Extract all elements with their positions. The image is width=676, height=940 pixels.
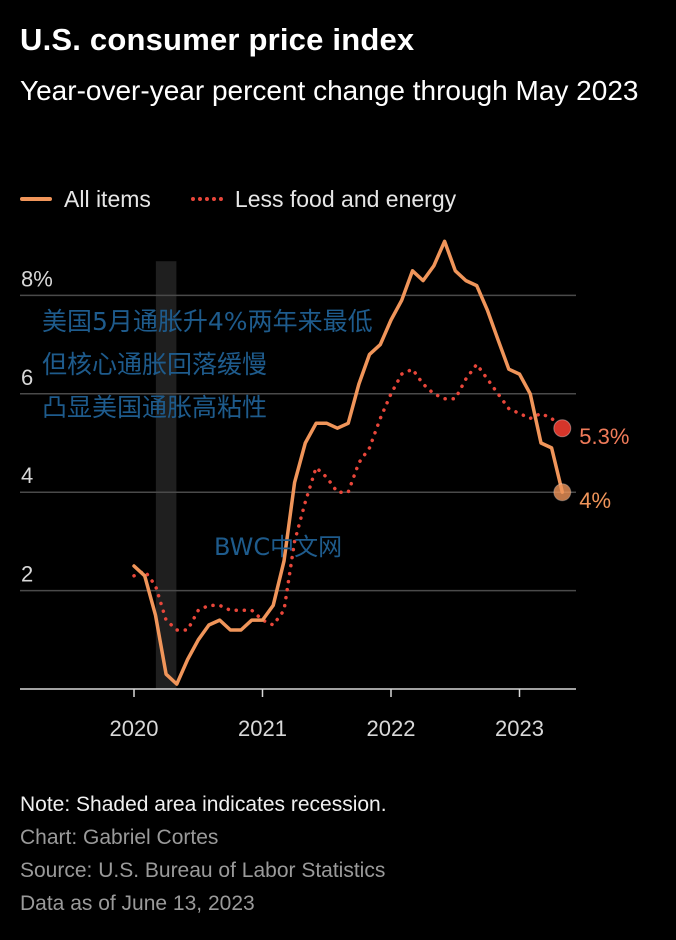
data-label-all-items: 4% <box>579 488 611 513</box>
recession-band <box>155 261 177 689</box>
chart-subtitle: Year-over-year percent change through Ma… <box>20 75 639 106</box>
watermark-brand: BWC中文网 <box>214 533 343 561</box>
series-less-food-and-energy <box>132 362 565 632</box>
series-line-all-items <box>132 239 565 686</box>
x-tick-label: 2021 <box>238 716 287 741</box>
watermark-headline: 美国5月通胀升4%两年来最低 但核心通胀回落缓慢 凸显美国通胀高粘性 <box>42 300 373 429</box>
legend-item-all-items: All items <box>20 186 151 213</box>
series-line-core <box>132 362 565 632</box>
x-tick-label: 2023 <box>495 716 544 741</box>
endpoint-marker-all-items <box>553 483 572 502</box>
x-tick-label: 2020 <box>110 716 159 741</box>
chart-title: U.S. consumer price index <box>20 22 415 57</box>
y-tick-label: 4 <box>21 463 33 488</box>
footer-source: Source: U.S. Bureau of Labor Statistics <box>20 859 386 882</box>
y-tick-label: 8% <box>21 266 53 291</box>
footer: Note: Shaded area indicates recession. C… <box>20 788 387 920</box>
watermark-line: 但核心通胀回落缓慢 <box>42 350 268 379</box>
legend-item-core: Less food and energy <box>190 185 457 213</box>
series-all-items <box>132 239 565 686</box>
watermark-line: 美国5月通胀升4%两年来最低 <box>42 307 373 336</box>
line-chart: 2 4 6 8% 2020 2021 2022 2023 5.3% 4% <box>20 239 629 741</box>
footer-date: Data as of June 13, 2023 <box>20 892 255 915</box>
footer-credit: Chart: Gabriel Cortes <box>20 826 219 849</box>
dotted-line-swatch-icon <box>190 197 223 201</box>
legend-label-core: Less food and energy <box>234 185 457 212</box>
y-tick-label: 6 <box>21 365 33 390</box>
legend: All items Less food and energy <box>20 184 496 214</box>
solid-line-swatch-icon <box>20 197 52 201</box>
footer-note: Note: Shaded area indicates recession. <box>20 793 387 816</box>
endpoint-marker-core <box>553 419 572 438</box>
y-tick-label: 2 <box>21 562 33 587</box>
x-tick-label: 2022 <box>367 716 416 741</box>
watermark-line: 凸显美国通胀高粘性 <box>42 393 268 422</box>
legend-label-all-items: All items <box>64 185 151 212</box>
data-label-core: 5.3% <box>579 424 629 449</box>
